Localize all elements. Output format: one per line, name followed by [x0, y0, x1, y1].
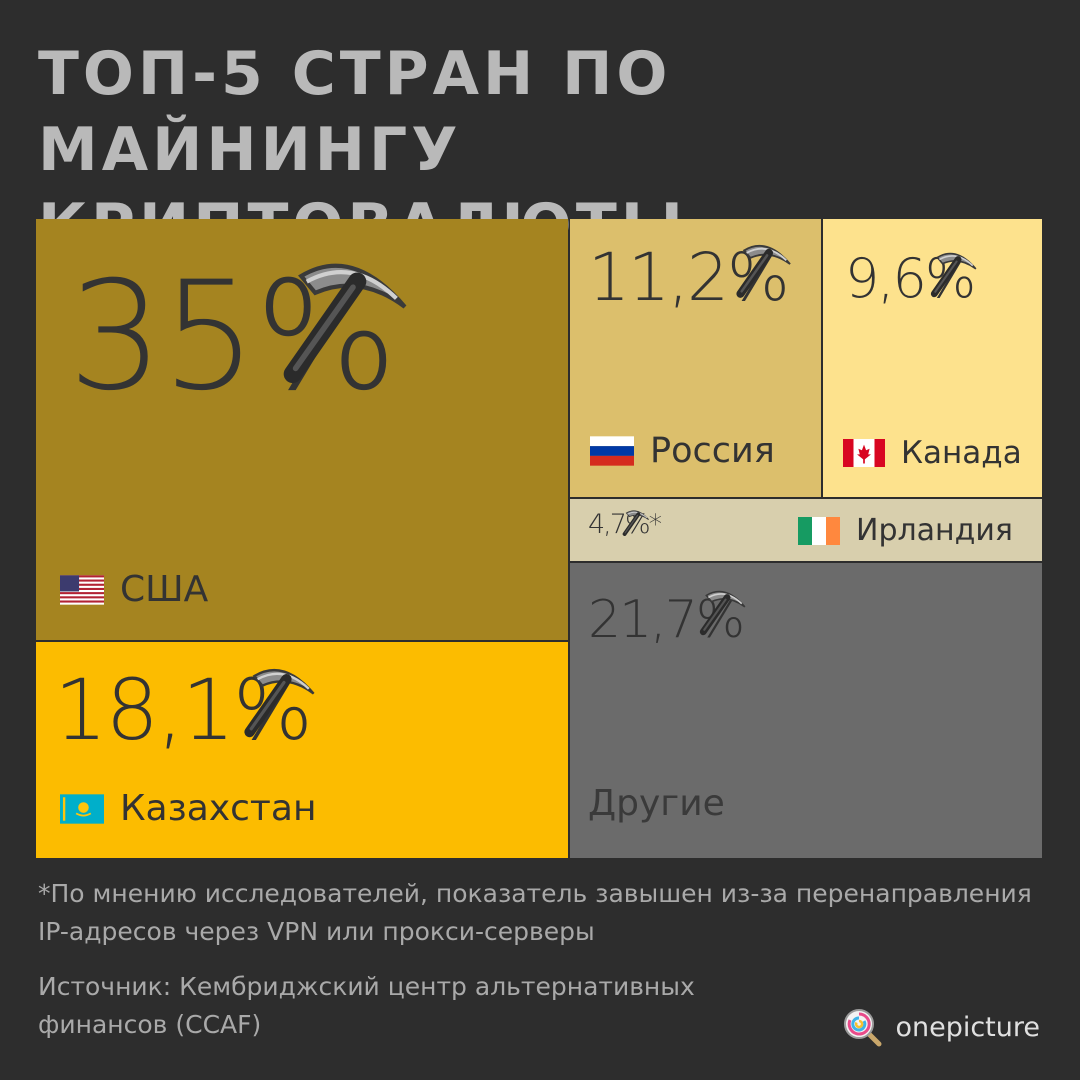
- russia-flag-icon: [590, 436, 634, 466]
- category-label-text: Другие: [588, 783, 725, 824]
- footnote: *По мнению исследователей, показатель за…: [38, 879, 1032, 946]
- title-line-1: ТОП-5 СТРАН ПО МАЙНИНГУ: [38, 39, 672, 185]
- brand-name: onepicture: [895, 1011, 1040, 1043]
- source-note: Источник: Кембриджский центр альтернатив…: [38, 972, 695, 1039]
- pickaxe-icon: [736, 245, 792, 298]
- pickaxe-icon: [699, 590, 746, 636]
- category-label-usa: США: [60, 569, 208, 610]
- treemap-tile-canada: 9,6% Канада: [823, 219, 1042, 497]
- us-flag-icon: [60, 574, 104, 605]
- data-label-others: 21,7%: [588, 590, 745, 650]
- category-label-russia: Россия: [590, 431, 775, 471]
- category-label-text: Казахстан: [120, 788, 317, 829]
- category-label-text: Канада: [901, 435, 1022, 471]
- pickaxe-icon: [930, 252, 977, 298]
- ireland-flag-icon: [798, 516, 840, 545]
- kazakhstan-flag-icon: [60, 793, 104, 824]
- treemap-tile-ireland: 4,7%* Ирландия: [570, 499, 1042, 561]
- category-label-text: Россия: [650, 431, 775, 471]
- pickaxe-icon: [622, 509, 649, 536]
- canada-flag-icon: [843, 439, 885, 467]
- category-label-canada: Канада: [843, 435, 1022, 471]
- category-label-kazakhstan: Казахстан: [60, 788, 317, 829]
- lollipop-magnifier-icon: [844, 1009, 882, 1047]
- treemap-tile-usa: 35% США: [36, 219, 568, 640]
- treemap-tile-russia: 11,2% Россия: [570, 219, 821, 497]
- pickaxe-icon: [283, 263, 407, 383]
- pickaxe-icon: [244, 668, 315, 737]
- treemap-tile-kazakhstan: 18,1% Казахстан: [36, 642, 568, 858]
- brand-logo[interactable]: onepicture: [841, 1006, 1040, 1048]
- category-label-ireland: Ирландия: [798, 513, 1013, 548]
- category-label-others: Другие: [588, 783, 725, 824]
- category-label-text: Ирландия: [856, 513, 1013, 548]
- category-label-text: США: [120, 569, 209, 610]
- treemap-tile-others: 21,7% Другие: [570, 563, 1042, 858]
- data-label-text: 21,7%: [588, 590, 745, 650]
